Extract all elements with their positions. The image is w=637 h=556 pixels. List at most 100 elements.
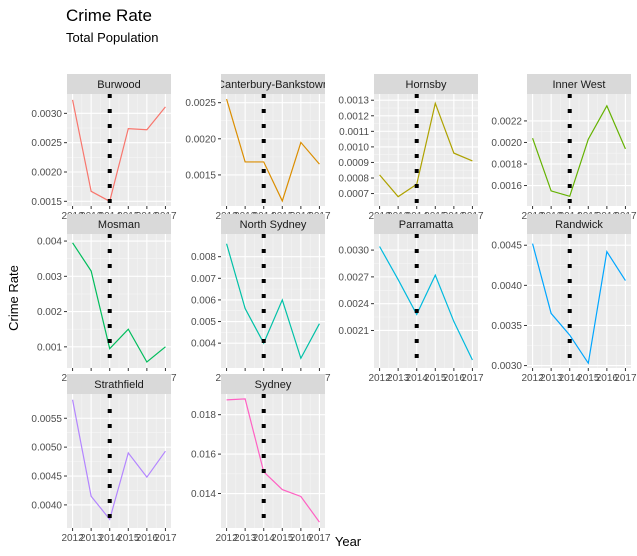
chart-subtitle: Total Population xyxy=(66,30,159,45)
y-tick-label: 0.0027 xyxy=(338,272,369,283)
facet-strip xyxy=(221,214,325,234)
series-line xyxy=(71,99,166,203)
y-tick-label: 0.0015 xyxy=(31,197,62,208)
y-tick-label: 0.0008 xyxy=(338,174,369,185)
y-tick-label: 0.003 xyxy=(37,272,62,283)
facet-strip-label: Sydney xyxy=(255,379,292,391)
facet-panel-canterbury-bankstown: Canterbury-Bankstown20122013201420152016… xyxy=(185,74,331,222)
x-tick-label: 2014 xyxy=(406,373,429,384)
facet-strip xyxy=(221,74,325,94)
facet-strip-label: Burwood xyxy=(97,79,140,91)
facet-strip-label: North Sydney xyxy=(240,219,307,231)
series-line xyxy=(71,399,166,521)
x-tick-label: 2013 xyxy=(234,533,257,544)
series-line xyxy=(531,243,626,365)
x-tick-label: 2017 xyxy=(154,533,177,544)
x-tick-label: 2016 xyxy=(290,533,313,544)
facet-panel-inner-west: Inner West2012201320142015201620170.0016… xyxy=(491,74,637,222)
facet-strip-label: Canterbury-Bankstown xyxy=(217,79,329,91)
x-tick-label: 2015 xyxy=(271,533,294,544)
facet-strip-label: Mosman xyxy=(98,219,140,231)
y-tick-label: 0.0015 xyxy=(185,170,216,181)
y-tick-label: 0.0010 xyxy=(338,142,369,153)
y-tick-label: 0.004 xyxy=(37,237,62,248)
facet-panel-mosman: Mosman2012201320142015201620170.0010.002… xyxy=(37,214,177,384)
series-line xyxy=(379,101,473,198)
y-tick-label: 0.0011 xyxy=(339,127,369,138)
series-line xyxy=(225,98,320,203)
x-tick-label: 2014 xyxy=(253,533,276,544)
x-tick-label: 2013 xyxy=(387,373,410,384)
series-line xyxy=(532,104,626,198)
x-tick-label: 2012 xyxy=(61,533,84,544)
y-tick-label: 0.0055 xyxy=(31,414,62,425)
x-tick-label: 2016 xyxy=(136,533,159,544)
facet-strip-label: Inner West xyxy=(553,79,606,91)
y-tick-label: 0.0025 xyxy=(185,98,216,109)
y-tick-label: 0.0018 xyxy=(491,160,522,171)
facet-strip xyxy=(374,74,478,94)
x-axis-title: Year xyxy=(335,534,362,549)
x-tick-label: 2012 xyxy=(368,373,391,384)
x-tick-label: 2017 xyxy=(614,373,637,384)
x-tick-label: 2013 xyxy=(80,533,103,544)
facet-strip xyxy=(527,74,631,94)
y-tick-label: 0.0007 xyxy=(338,189,369,200)
y-tick-label: 0.007 xyxy=(191,274,216,285)
x-tick-label: 2013 xyxy=(540,373,563,384)
y-tick-label: 0.018 xyxy=(191,410,216,421)
y-tick-label: 0.014 xyxy=(191,489,216,500)
facet-strip-label: Hornsby xyxy=(406,79,447,91)
x-tick-label: 2015 xyxy=(117,533,140,544)
y-tick-label: 0.002 xyxy=(37,307,62,318)
x-tick-label: 2017 xyxy=(308,533,331,544)
x-tick-label: 2016 xyxy=(596,373,619,384)
x-tick-label: 2015 xyxy=(577,373,600,384)
y-tick-label: 0.016 xyxy=(191,450,216,461)
series-line xyxy=(379,246,473,361)
x-tick-label: 2014 xyxy=(559,373,582,384)
chart-title: Crime Rate xyxy=(66,6,152,25)
facet-panels: Burwood2012201320142015201620170.00150.0… xyxy=(31,74,637,544)
y-tick-label: 0.0009 xyxy=(338,158,369,169)
y-tick-label: 0.0035 xyxy=(491,321,522,332)
y-tick-label: 0.0045 xyxy=(31,472,62,483)
y-tick-label: 0.001 xyxy=(37,342,62,353)
facet-strip xyxy=(221,374,325,394)
y-tick-label: 0.0016 xyxy=(491,181,522,192)
y-tick-label: 0.0013 xyxy=(338,96,369,107)
y-tick-label: 0.004 xyxy=(191,339,216,350)
y-tick-label: 0.0022 xyxy=(491,116,522,127)
y-tick-label: 0.0040 xyxy=(31,500,62,511)
y-tick-label: 0.0020 xyxy=(185,134,216,145)
facet-panel-north-sydney: North Sydney2012201320142015201620170.00… xyxy=(191,214,331,384)
y-tick-label: 0.0025 xyxy=(31,138,62,149)
y-tick-label: 0.0021 xyxy=(338,326,369,337)
facet-strip xyxy=(374,214,478,234)
facet-strip-label: Strathfield xyxy=(94,379,144,391)
x-tick-label: 2012 xyxy=(215,533,238,544)
y-tick-label: 0.0020 xyxy=(491,138,522,149)
x-tick-label: 2014 xyxy=(99,533,122,544)
y-tick-label: 0.0024 xyxy=(338,299,369,310)
y-tick-label: 0.0030 xyxy=(338,246,369,257)
y-tick-label: 0.008 xyxy=(191,252,216,263)
x-tick-label: 2016 xyxy=(443,373,466,384)
x-tick-label: 2012 xyxy=(521,373,544,384)
facet-strip xyxy=(527,214,631,234)
y-tick-label: 0.006 xyxy=(191,295,216,306)
facet-panel-hornsby: Hornsby2012201320142015201620170.00070.0… xyxy=(338,74,484,222)
x-tick-label: 2017 xyxy=(461,373,484,384)
y-tick-label: 0.0020 xyxy=(31,167,62,178)
facet-strip-label: Parramatta xyxy=(399,219,454,231)
series-line xyxy=(225,243,320,360)
series-line xyxy=(226,398,320,523)
y-tick-label: 0.0045 xyxy=(491,241,522,252)
y-axis-title: Crime Rate xyxy=(6,265,21,331)
facet-panel-burwood: Burwood2012201320142015201620170.00150.0… xyxy=(31,74,177,222)
